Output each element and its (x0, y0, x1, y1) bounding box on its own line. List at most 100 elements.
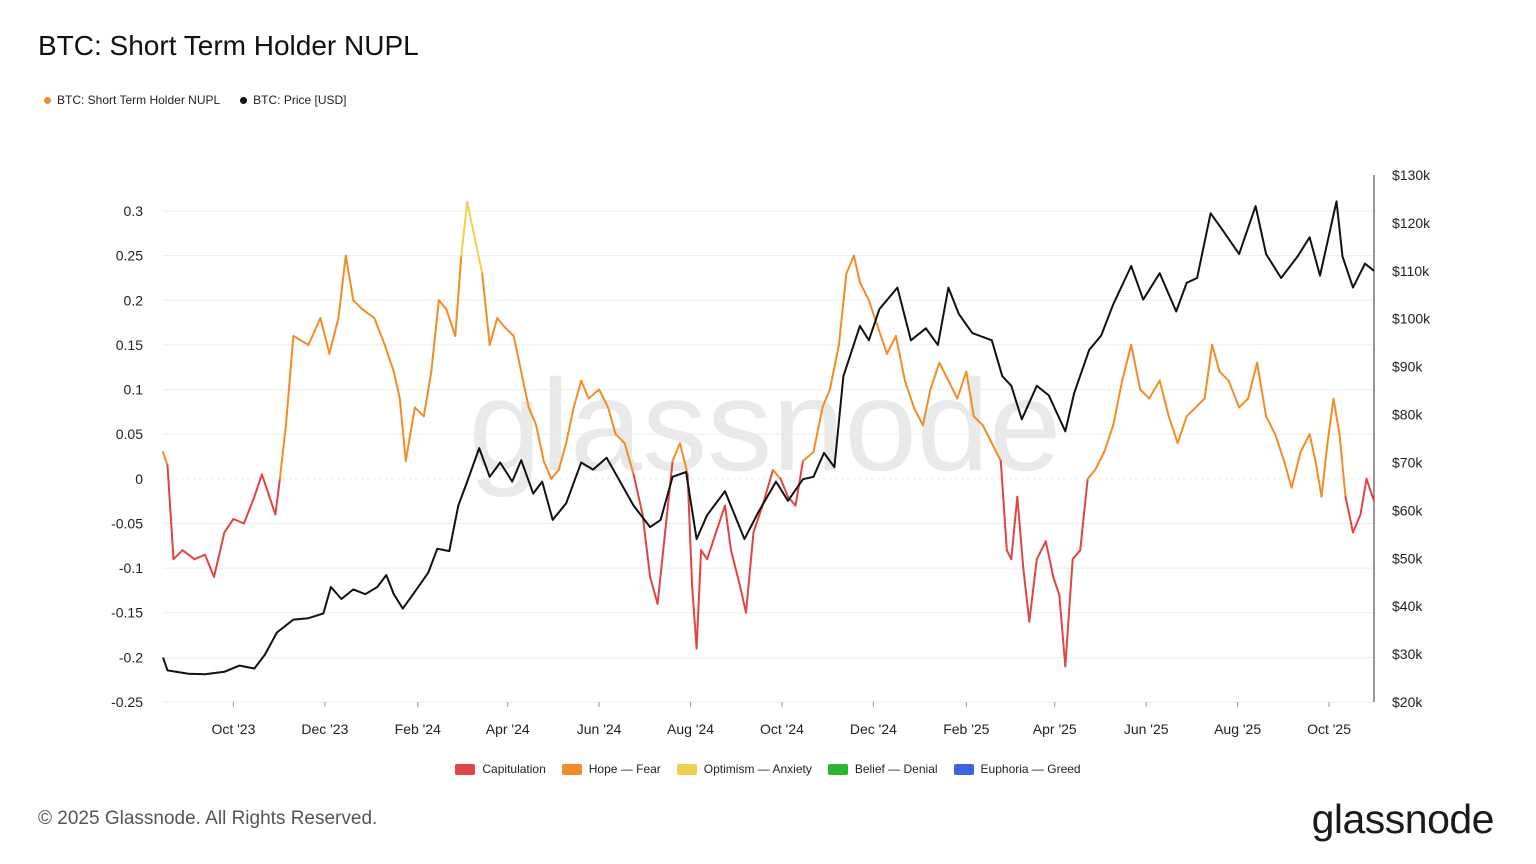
nupl-segment (274, 477, 281, 516)
nupl-segment (802, 451, 815, 462)
x-tick-label: Aug '24 (667, 721, 714, 737)
left-tick-label: 0.1 (124, 382, 144, 398)
zone-item-euphoria-greed[interactable]: Euphoria — Greed (953, 762, 1081, 776)
legend-item-nupl[interactable]: BTC: Short Term Holder NUPL (44, 93, 220, 107)
nupl-segment (1338, 433, 1347, 498)
right-tick-label: $110k (1392, 263, 1430, 279)
zone-item-hope-fear[interactable]: Hope — Fear (561, 762, 661, 776)
brand-logo: glassnode (1311, 796, 1495, 842)
nupl-segment (894, 335, 906, 382)
zone-swatch-euphoria-greed (953, 763, 974, 775)
nupl-segment (328, 317, 340, 355)
nupl-segment (284, 335, 295, 427)
right-tick-label: $120k (1392, 215, 1431, 231)
nupl-segment (213, 531, 226, 578)
nupl-segment (1035, 540, 1047, 561)
nupl-segment (1332, 397, 1341, 436)
right-axis: $130k $120k $110k $100k $90k $80k $70k $60k $50k… (1373, 167, 1431, 710)
zone-label-belief-denial: Belief — Denial (854, 762, 938, 776)
x-tick-label: Aug '25 (1214, 721, 1261, 737)
nupl-segment (162, 451, 169, 467)
nupl-segment (761, 468, 774, 507)
nupl-segment (1203, 343, 1214, 400)
x-axis: Oct '23 Dec '23 Feb '24 Apr '24 Jun '24 Aug '… (211, 702, 1351, 737)
nupl-segment (292, 335, 310, 346)
legend-label-nupl: BTC: Short Term Holder NUPL (57, 93, 221, 107)
nupl-segment (542, 460, 553, 480)
x-tick-label: Dec '23 (301, 721, 348, 737)
zone-label-euphoria-greed: Euphoria — Greed (980, 762, 1081, 776)
zone-item-capitulation[interactable]: Capitulation (455, 762, 546, 776)
nupl-segment (413, 406, 425, 418)
nupl-segment (404, 406, 416, 462)
nupl-segment (520, 370, 530, 409)
nupl-segment (352, 299, 364, 311)
nupl-segment (319, 317, 331, 355)
zone-item-optimism-anxiety[interactable]: Optimism — Anxiety (676, 762, 812, 776)
nupl-segment (1058, 593, 1067, 668)
zone-swatch-optimism-anxiety (676, 763, 697, 775)
nupl-segment (1227, 379, 1241, 409)
nupl-segment (1274, 433, 1286, 462)
nupl-segment (972, 415, 984, 427)
nupl-segment (373, 317, 386, 346)
nupl-segment (837, 272, 848, 346)
nupl-segment (1071, 549, 1082, 561)
legend-item-price[interactable]: BTC: Price [USD] (240, 93, 347, 107)
nupl-segment (1308, 433, 1317, 462)
nupl-segment (1022, 567, 1031, 623)
x-tick-label: Jun '24 (577, 721, 622, 737)
zone-item-belief-denial[interactable]: Belief — Denial (827, 762, 938, 776)
right-tick-label: $40k (1392, 598, 1423, 614)
zone-swatch-capitulation (455, 763, 476, 775)
left-tick-label: -0.05 (111, 515, 143, 531)
nupl-segment (1194, 397, 1206, 409)
nupl-segment (706, 531, 717, 561)
nupl-segment (473, 236, 484, 275)
nupl-segment (845, 254, 855, 275)
nupl-segment (172, 549, 184, 561)
nupl-segment (1167, 415, 1179, 445)
x-tick-label: Oct '25 (1307, 721, 1351, 737)
nupl-segment (1158, 379, 1170, 418)
nupl-segment (1344, 495, 1354, 534)
nupl-segment (772, 468, 782, 480)
x-tick-label: Feb '24 (395, 721, 441, 737)
nupl-segment (580, 379, 590, 400)
x-tick-label: Apr '25 (1033, 721, 1077, 737)
nupl-segment (1290, 451, 1302, 489)
nupl-segment (671, 442, 682, 462)
nupl-segment (260, 473, 271, 498)
nupl-segment (181, 549, 196, 561)
x-tick-label: Oct '24 (760, 721, 804, 737)
nupl-segment (852, 254, 861, 284)
nupl-segment (614, 433, 626, 445)
left-tick-label: 0.2 (124, 292, 144, 308)
nupl-segment (1052, 576, 1061, 596)
nupl-segment (383, 343, 395, 373)
nupl-segment (623, 442, 635, 476)
nupl-segment (1314, 460, 1323, 498)
nupl-segment (956, 370, 968, 400)
nupl-segment (730, 549, 741, 587)
nupl-series (162, 201, 1375, 668)
nupl-segment (535, 424, 545, 462)
nupl-segment (649, 576, 659, 605)
nupl-segment (1176, 415, 1188, 445)
right-tick-label: $80k (1392, 407, 1423, 423)
nupl-segment (1112, 379, 1124, 427)
x-tick-label: Oct '23 (211, 721, 255, 737)
nupl-segment (912, 406, 924, 427)
legend-dot-nupl (44, 96, 51, 104)
nupl-segment (337, 254, 347, 320)
nupl-segment (700, 549, 709, 561)
nupl-segment (430, 299, 440, 373)
right-tick-label: $60k (1392, 502, 1423, 518)
nupl-segment (398, 397, 407, 462)
nupl-segment (557, 442, 568, 471)
nupl-segment (1283, 460, 1293, 489)
nupl-segment (739, 584, 747, 614)
zone-label-capitulation: Capitulation (482, 762, 546, 776)
nupl-segment (1320, 442, 1329, 498)
nupl-segment (1256, 361, 1268, 418)
